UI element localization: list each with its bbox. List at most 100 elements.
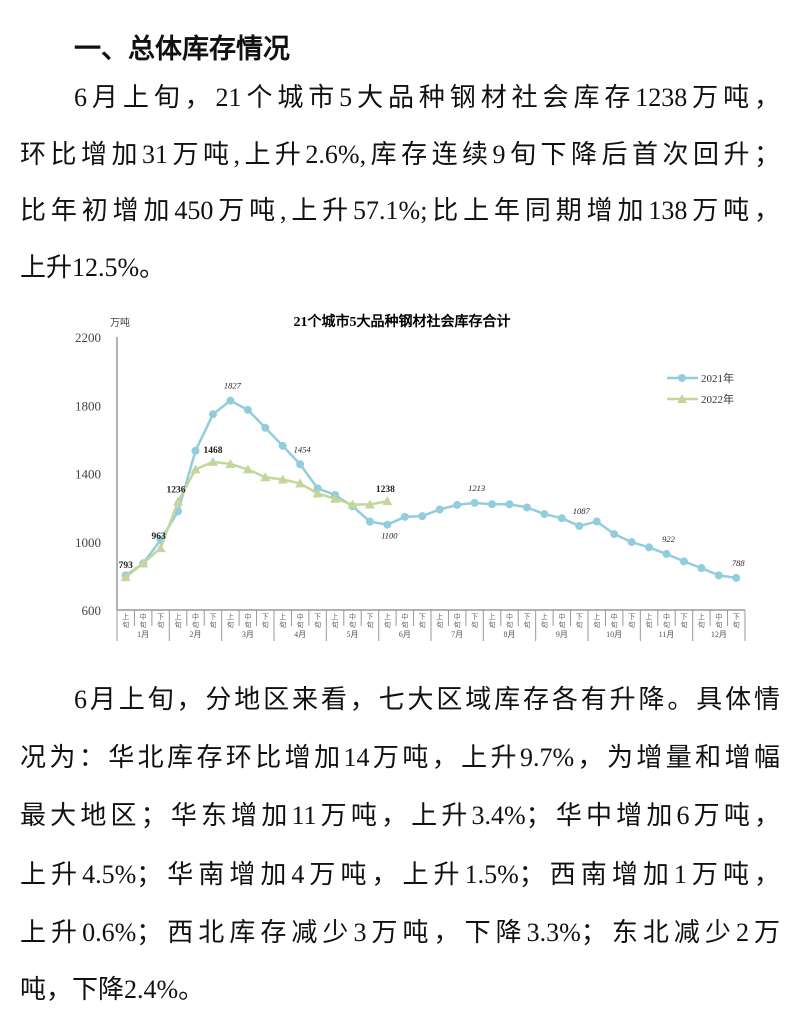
data-point (312, 488, 323, 498)
x-tick-label: 旬 (332, 620, 339, 629)
x-tick-label: 旬 (157, 620, 164, 629)
legend-marker (678, 374, 686, 382)
chart-title: 21个城市5大品种钢材社会库存合计 (294, 313, 511, 330)
x-tick-label: 下 (157, 613, 164, 621)
legend-label: 2022年 (701, 392, 734, 406)
data-point (242, 464, 253, 474)
month-label: 6月 (399, 630, 411, 639)
paragraph2-line: 况为：华北库存环比增加14万吨，上升9.7%，为增量和增幅 (20, 743, 780, 772)
data-label: 1100 (381, 531, 398, 541)
data-point (418, 512, 427, 521)
x-tick-label: 上 (227, 612, 234, 621)
x-tick-label: 旬 (175, 620, 182, 629)
x-tick-label: 旬 (576, 620, 583, 629)
data-point (243, 405, 252, 414)
x-tick-label: 旬 (558, 620, 565, 629)
x-tick-label: 下 (628, 613, 635, 621)
data-point (191, 446, 200, 455)
x-tick-label: 上 (279, 612, 286, 621)
data-label: 1236 (167, 485, 186, 495)
month-label: 2月 (190, 630, 202, 639)
series-line-2021年 (125, 399, 737, 580)
x-tick-label: 旬 (698, 620, 705, 629)
x-tick-label: 旬 (663, 620, 670, 629)
x-tick-label: 下 (209, 613, 216, 621)
x-tick-label: 旬 (471, 620, 478, 629)
data-point (173, 496, 184, 506)
x-tick-label: 中 (715, 612, 722, 621)
series-line-2022年 (124, 460, 388, 579)
x-tick-label: 上 (541, 612, 548, 621)
x-tick-label: 下 (523, 613, 530, 621)
x-tick-label: 中 (506, 612, 513, 621)
x-tick-label: 上 (122, 612, 129, 621)
paragraph2-line: 上升0.6%；西北库存减少3万吨，下降3.3%；东北减少2万 (20, 918, 780, 947)
x-tick-label: 下 (733, 613, 740, 621)
data-point (679, 557, 688, 566)
x-tick-label: 旬 (401, 620, 408, 629)
data-point (261, 423, 270, 432)
x-tick-label: 下 (680, 613, 687, 621)
month-label: 5月 (347, 630, 359, 639)
data-point (575, 522, 584, 531)
x-tick-label: 上 (646, 612, 653, 621)
month-label: 3月 (242, 630, 254, 639)
x-tick-label: 旬 (646, 620, 653, 629)
x-tick-label: 旬 (628, 620, 635, 629)
data-point (400, 512, 409, 521)
paragraph2-line: 6月上旬，分地区来看，七大区域库存各有升降。具体情 (74, 685, 780, 714)
paragraph1-line: 比年初增加450万吨,上升57.1%;比上年同期增加138万吨， (20, 196, 780, 225)
data-label: 1213 (468, 483, 485, 493)
x-tick-label: 旬 (454, 620, 461, 629)
x-tick-label: 下 (576, 613, 583, 621)
x-tick-label: 旬 (192, 620, 199, 629)
x-tick-label: 中 (349, 612, 356, 621)
x-tick-label: 旬 (541, 620, 548, 629)
month-label: 4月 (294, 630, 306, 639)
data-point (260, 472, 271, 482)
x-tick-label: 中 (401, 612, 408, 621)
month-label: 8月 (504, 630, 516, 639)
paragraph2-line: 吨，下降2.4%。 (20, 975, 205, 1004)
data-point (383, 520, 392, 529)
x-tick-label: 旬 (506, 620, 513, 629)
y-axis-unit: 万吨 (110, 316, 130, 329)
x-tick-label: 旬 (489, 620, 496, 629)
paragraph2-line: 最大地区；华东增加11万吨，上升3.4%；华中增加6万吨， (20, 801, 780, 830)
month-label: 10月 (606, 630, 622, 639)
inventory-line-chart: 21个城市5大品种钢材社会库存合计 万吨 600 1000 1400 1800 2200… (75, 313, 746, 641)
paragraph1-line: 6月上旬，21个城市5大品种钢材社会库存1238万吨， (74, 83, 780, 112)
data-label: 1827 (224, 381, 242, 391)
month-label: 9月 (556, 630, 568, 639)
x-tick-label: 下 (262, 613, 269, 621)
data-point (470, 498, 479, 507)
data-point (732, 573, 741, 582)
y-tick-label: 1400 (75, 467, 101, 482)
data-label: 1087 (573, 506, 591, 516)
data-point (610, 530, 619, 539)
x-tick-label: 旬 (140, 620, 147, 629)
x-tick-label: 旬 (419, 620, 426, 629)
x-tick-label: 中 (140, 612, 147, 621)
y-tick-label: 1000 (75, 535, 101, 550)
data-point (435, 505, 444, 514)
x-tick-label: 旬 (611, 620, 618, 629)
x-tick-label: 下 (314, 613, 321, 621)
data-point (225, 458, 236, 468)
x-tick-label: 中 (244, 612, 251, 621)
x-tick-label: 旬 (244, 620, 251, 629)
data-point (364, 499, 375, 509)
data-point (627, 538, 636, 547)
data-point (453, 500, 462, 509)
month-label: 12月 (711, 630, 727, 639)
x-tick-label: 旬 (436, 620, 443, 629)
paragraph1-line: 上升12.5%。 (20, 253, 166, 282)
data-point (296, 460, 305, 469)
section-title: 一、总体库存情况 (74, 34, 290, 65)
data-point (382, 496, 393, 506)
legend-label: 2021年 (701, 371, 734, 385)
data-point (278, 441, 287, 450)
data-point (592, 517, 601, 526)
data-point (347, 499, 358, 509)
paragraph1-line: 环比增加31万吨,上升2.6%,库存连续9旬下降后首次回升； (20, 140, 780, 169)
